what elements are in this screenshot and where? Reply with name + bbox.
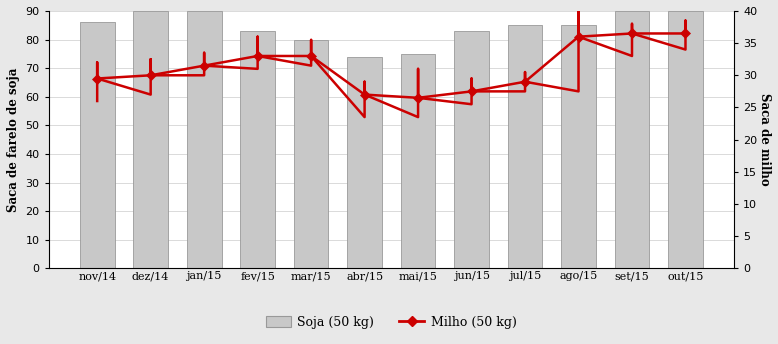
Y-axis label: Saca de farelo de soja: Saca de farelo de soja xyxy=(7,67,20,212)
Bar xyxy=(454,31,489,268)
Bar xyxy=(615,11,650,268)
Bar xyxy=(347,57,382,268)
Bar xyxy=(668,11,703,268)
Bar xyxy=(187,11,222,268)
Bar xyxy=(80,22,114,268)
Bar xyxy=(133,11,168,268)
Bar xyxy=(508,25,542,268)
Bar xyxy=(401,54,436,268)
Bar xyxy=(294,40,328,268)
Legend: Soja (50 kg), Milho (50 kg): Soja (50 kg), Milho (50 kg) xyxy=(261,311,521,334)
Y-axis label: Saca de milho: Saca de milho xyxy=(758,93,771,186)
Bar xyxy=(561,25,596,268)
Bar xyxy=(240,31,275,268)
